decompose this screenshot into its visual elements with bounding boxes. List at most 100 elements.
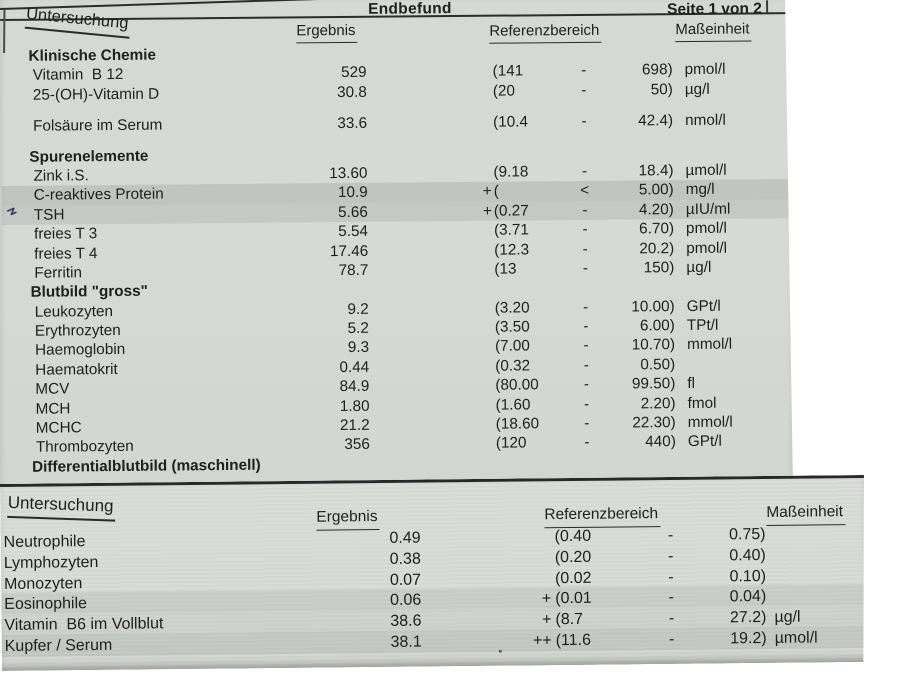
row-ref-high: 18.4): [638, 162, 674, 180]
row-result: 33.6: [337, 114, 368, 132]
row-result: 38.1: [390, 633, 422, 651]
row-result: 5.2: [347, 319, 369, 338]
row-ref-low: (0.40: [554, 527, 592, 546]
row-ref-high: 150): [643, 259, 675, 277]
row-ref-low: (3.50: [494, 318, 530, 336]
row-unit: fl: [687, 375, 696, 393]
row-ref-high: 50): [650, 80, 673, 99]
column-header-masseinheit: Maßeinheit: [675, 20, 752, 43]
column-header-untersuchung: Untersuchung: [7, 493, 116, 522]
row-ref-high: 22.30): [632, 414, 676, 432]
row-ref-sep: -: [584, 414, 590, 432]
row-ref-high: 698): [641, 61, 673, 79]
column-header-masseinheit: Maßeinheit: [766, 503, 845, 526]
row-flag: +: [482, 202, 492, 220]
row-ref-high: 10.00): [631, 297, 675, 316]
row-result: 30.8: [336, 83, 367, 101]
ink-dot: [499, 650, 502, 653]
row-flag: [471, 298, 493, 318]
row-result: 9.3: [347, 339, 370, 357]
row-ref-sep: -: [582, 221, 588, 239]
row-ref-low: (0.02: [554, 569, 592, 587]
row-label: freies T 4: [34, 244, 98, 263]
row-ref-sep: <: [580, 182, 590, 200]
row-ref-sep: -: [584, 434, 590, 452]
row-unit: mg/l: [685, 181, 715, 199]
row-ref-sep: -: [668, 547, 674, 565]
row-ref-sep: -: [582, 259, 588, 277]
row-unit: µg/l: [686, 258, 712, 276]
row-unit: µIU/ml: [685, 200, 731, 218]
row-label: freies T 3: [33, 225, 98, 243]
row-label: MCHC: [35, 419, 82, 437]
row-flag: [471, 376, 493, 396]
row-ref-high: 0.50): [640, 355, 676, 374]
row-label: TSH: [33, 206, 65, 224]
row-ref-low: (10.4: [493, 113, 529, 131]
row-label: Zink i.S.: [33, 167, 89, 185]
row-ref-sep: -: [583, 395, 590, 413]
row-ref-high: 20.2): [639, 239, 675, 257]
row-unit: pmol/l: [686, 239, 728, 257]
row-ref-sep: -: [583, 317, 589, 335]
row-ref-high: 0.40): [729, 546, 766, 565]
row-ref-low: (0.20: [554, 548, 592, 566]
row-unit: GPt/l: [686, 297, 721, 315]
row-unit: µmol/l: [685, 161, 727, 179]
row-result: 0.49: [389, 529, 421, 547]
row-ref-low: (3.71: [493, 221, 529, 239]
row-ref-sep: -: [581, 112, 587, 130]
row-unit: nmol/l: [685, 111, 726, 129]
row-label: MCH: [35, 400, 71, 418]
row-result: 5.54: [338, 222, 369, 241]
row-flag: [469, 82, 491, 102]
row-ref-low: (9.18: [493, 163, 529, 181]
row-label: Haemoglobin: [34, 341, 126, 360]
row-label: Erythrozyten: [34, 322, 121, 340]
row-ref-high: 5.00): [638, 181, 674, 199]
row-ref-sep: -: [668, 610, 675, 628]
row-label: Folsäure im Serum: [33, 116, 163, 135]
row-ref-low: (18.60: [495, 415, 540, 433]
row-unit: pmol/l: [684, 61, 726, 79]
row-ref-low: (0.32: [495, 357, 531, 375]
row-flag: ++: [532, 632, 552, 650]
row-flag: [507, 548, 551, 569]
row-flag: [470, 260, 492, 280]
row-ref-low: (1.60: [495, 396, 531, 414]
row-label: MCV: [35, 380, 70, 398]
row-result: 84.9: [339, 378, 370, 396]
row-flag: +: [541, 590, 552, 608]
row-unit: µg/l: [774, 608, 801, 627]
row-label: Haematokrit: [35, 360, 118, 379]
row-ref-low: (7.00: [494, 337, 530, 356]
row-ref-low: (3.20: [494, 299, 530, 317]
row-unit: fmol: [687, 394, 717, 412]
row-result: 38.6: [390, 612, 422, 631]
row-label: Ferritin: [34, 264, 83, 282]
row-flag: [506, 527, 550, 548]
row-result: 17.46: [329, 242, 369, 260]
row-ref-sep: -: [581, 62, 587, 80]
row-ref-sep: -: [583, 337, 589, 355]
row-ref-low: (0.27: [493, 202, 529, 220]
row-ref-low: (8.7: [555, 611, 584, 629]
header-right-border-line: [766, 0, 769, 14]
row-unit: TPt/l: [686, 316, 719, 335]
row-ref-low: (11.6: [555, 631, 592, 650]
column-header-referenzbereich: Referenzbereich: [489, 21, 602, 44]
row-ref-high: 4.20): [638, 200, 674, 219]
row-unit: µg/l: [684, 80, 710, 98]
row-label: 25-(OH)-Vitamin D: [32, 85, 160, 104]
row-ref-sep: -: [667, 526, 674, 545]
row-flag: [472, 434, 494, 454]
row-ref-sep: -: [583, 356, 589, 374]
row-ref-low: (: [493, 182, 499, 201]
row-ref-high: 42.4): [638, 111, 674, 130]
row-label: Vitamin B6 im Vollblut: [4, 615, 164, 635]
row-result: 5.66: [338, 203, 368, 221]
row-ref-low: (20: [492, 82, 515, 100]
row-label: Thrombozyten: [35, 438, 134, 457]
row-ref-high: 27.2): [729, 609, 767, 627]
row-unit: µmol/l: [774, 629, 818, 647]
